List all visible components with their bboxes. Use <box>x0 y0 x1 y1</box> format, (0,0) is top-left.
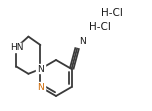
Text: HN: HN <box>10 43 23 52</box>
Text: N: N <box>37 82 44 91</box>
Text: N: N <box>37 64 44 73</box>
Text: H-Cl: H-Cl <box>89 22 111 32</box>
Text: N: N <box>79 37 86 46</box>
Bar <box>10 43 23 52</box>
Bar <box>36 82 45 91</box>
Bar <box>36 64 45 73</box>
Text: H-Cl: H-Cl <box>101 8 123 18</box>
